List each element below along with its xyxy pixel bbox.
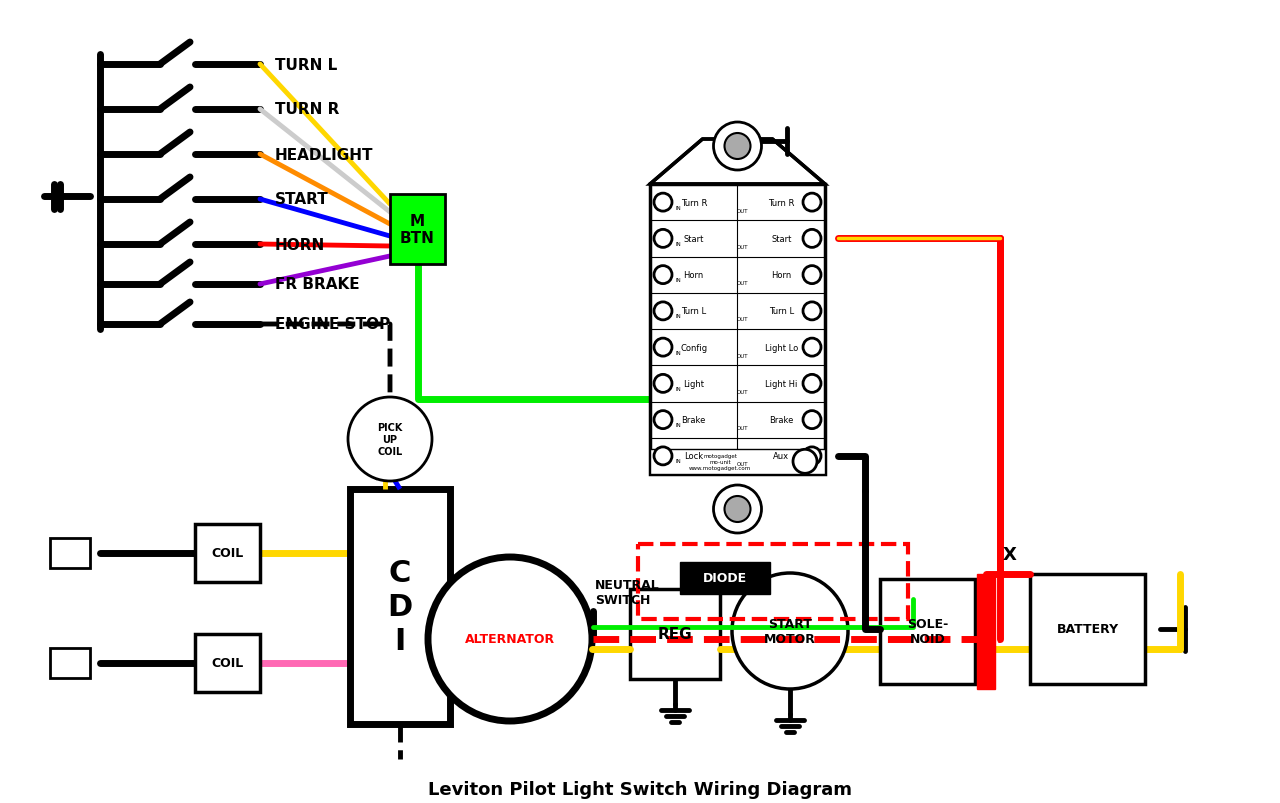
Text: Brake: Brake <box>681 416 707 425</box>
Bar <box>195 634 260 692</box>
Bar <box>349 489 451 724</box>
Text: motogadget
mo-unit
www.motogadget.com: motogadget mo-unit www.motogadget.com <box>689 454 751 470</box>
Text: DIODE: DIODE <box>703 572 748 585</box>
Circle shape <box>803 230 820 248</box>
Text: Aux: Aux <box>773 452 790 461</box>
Text: OUT: OUT <box>737 208 749 214</box>
Text: Turn L: Turn L <box>769 307 794 316</box>
Circle shape <box>724 496 750 522</box>
Text: Light Hi: Light Hi <box>765 379 797 389</box>
Text: ALTERNATOR: ALTERNATOR <box>465 633 556 646</box>
Text: X: X <box>1004 545 1016 563</box>
Text: SOLE-
NOID: SOLE- NOID <box>906 618 948 646</box>
Text: FR BRAKE: FR BRAKE <box>275 277 360 292</box>
Circle shape <box>348 397 433 482</box>
Text: START: START <box>275 192 329 207</box>
Text: OUT: OUT <box>737 281 749 286</box>
Text: OUT: OUT <box>737 389 749 394</box>
Text: Turn R: Turn R <box>768 198 795 207</box>
Polygon shape <box>650 140 826 185</box>
Text: COIL: COIL <box>211 547 243 560</box>
Bar <box>50 538 90 569</box>
Text: HORN: HORN <box>275 237 325 252</box>
Bar <box>650 185 826 475</box>
Circle shape <box>794 450 817 474</box>
Bar <box>977 574 995 689</box>
Circle shape <box>654 194 672 212</box>
Text: REG: REG <box>658 626 692 642</box>
Text: Light: Light <box>684 379 704 389</box>
Circle shape <box>654 339 672 357</box>
Text: Start: Start <box>771 234 791 243</box>
Circle shape <box>654 447 672 465</box>
Bar <box>637 544 908 619</box>
Bar <box>195 524 260 582</box>
Text: Horn: Horn <box>684 271 704 279</box>
Circle shape <box>428 557 591 721</box>
Circle shape <box>803 194 820 212</box>
Circle shape <box>803 411 820 429</box>
Text: OUT: OUT <box>737 245 749 250</box>
Text: OUT: OUT <box>737 317 749 322</box>
Circle shape <box>803 303 820 320</box>
Text: IN: IN <box>675 422 681 427</box>
Circle shape <box>803 267 820 284</box>
Text: NEUTRAL
SWITCH: NEUTRAL SWITCH <box>595 578 659 606</box>
Circle shape <box>724 134 750 160</box>
Text: COIL: COIL <box>211 657 243 670</box>
Bar <box>1030 574 1146 684</box>
Text: Turn L: Turn L <box>681 307 707 316</box>
Bar <box>630 589 719 679</box>
Circle shape <box>713 123 762 171</box>
Text: Lock: Lock <box>685 452 703 461</box>
Text: TURN R: TURN R <box>275 102 339 117</box>
Text: IN: IN <box>675 459 681 464</box>
Circle shape <box>654 303 672 320</box>
Text: IN: IN <box>675 350 681 355</box>
Text: Light Lo: Light Lo <box>764 343 797 353</box>
Bar <box>879 579 975 684</box>
Text: Turn R: Turn R <box>681 198 707 207</box>
Bar <box>50 648 90 679</box>
Bar <box>390 195 445 265</box>
Text: IN: IN <box>675 242 681 247</box>
Text: Start: Start <box>684 234 704 243</box>
Bar <box>650 449 826 475</box>
Circle shape <box>654 375 672 393</box>
Text: HEADLIGHT: HEADLIGHT <box>275 147 374 162</box>
Text: IN: IN <box>675 206 681 210</box>
Circle shape <box>803 375 820 393</box>
Circle shape <box>803 447 820 465</box>
Text: Brake: Brake <box>769 416 794 425</box>
Text: C
D
I: C D I <box>388 559 412 654</box>
Text: OUT: OUT <box>737 426 749 430</box>
Circle shape <box>803 339 820 357</box>
Text: Horn: Horn <box>771 271 791 279</box>
Bar <box>680 562 771 594</box>
Text: OUT: OUT <box>737 462 749 467</box>
Text: OUT: OUT <box>737 353 749 358</box>
Text: TURN L: TURN L <box>275 58 337 72</box>
Text: IN: IN <box>675 278 681 283</box>
Text: Config: Config <box>680 343 708 353</box>
Text: IN: IN <box>675 386 681 391</box>
Text: IN: IN <box>675 314 681 319</box>
Text: START
MOTOR: START MOTOR <box>764 618 815 645</box>
Text: M
BTN: M BTN <box>401 214 435 246</box>
Text: BATTERY: BATTERY <box>1056 622 1119 636</box>
Circle shape <box>713 485 762 533</box>
Circle shape <box>654 230 672 248</box>
Circle shape <box>732 573 847 689</box>
Text: ENGINE STOP: ENGINE STOP <box>275 317 390 332</box>
Text: Leviton Pilot Light Switch Wiring Diagram: Leviton Pilot Light Switch Wiring Diagra… <box>428 780 852 798</box>
Circle shape <box>654 267 672 284</box>
Text: PICK
UP
COIL: PICK UP COIL <box>378 423 403 456</box>
Circle shape <box>654 411 672 429</box>
